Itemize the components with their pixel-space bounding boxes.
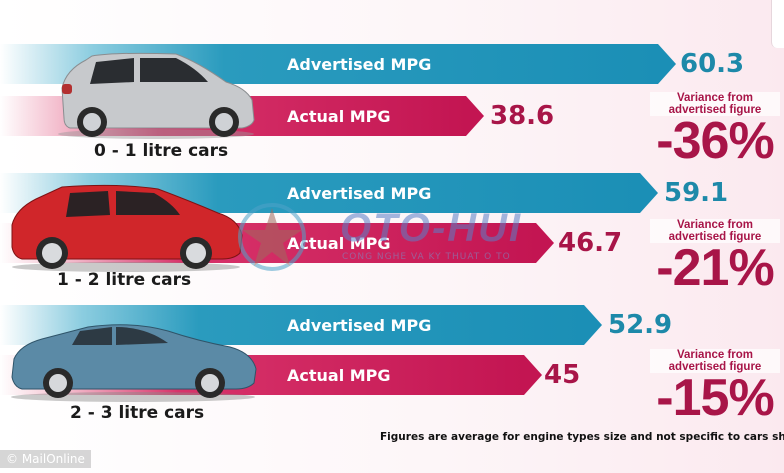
silver-hatchback-car-image — [56, 48, 256, 140]
actual-bar-tip — [536, 223, 554, 263]
car-class-caption: 2 - 3 litre cars — [70, 403, 205, 423]
variance-callout: Variance from advertised figure -21% — [650, 219, 780, 297]
variance-value: -36% — [656, 112, 774, 170]
actual-value: 45 — [544, 360, 581, 390]
group-0-1-litre: Advertised MPG 60.3 Actual MPG 38.6 0 - … — [0, 44, 784, 170]
group-2-3-litre: Advertised MPG 52.9 Actual MPG 45 2 - 3 … — [0, 305, 784, 435]
variance-value: -21% — [656, 239, 774, 297]
variance-label: Variance from — [650, 349, 780, 361]
car-class-caption: 1 - 2 litre cars — [57, 270, 192, 290]
advertised-label: Advertised MPG — [287, 54, 432, 74]
variance-value: -15% — [656, 369, 774, 427]
variance-label: advertised figure — [650, 104, 780, 116]
variance-callout: Variance from advertised figure -15% — [650, 349, 780, 427]
variance-label: advertised figure — [650, 231, 780, 243]
blue-coupe-car-image — [8, 319, 258, 403]
credit-label: © MailOnline — [0, 450, 91, 468]
group-1-2-litre: Advertised MPG 59.1 Actual MPG 46.7 1 - … — [0, 173, 784, 297]
actual-label: Actual MPG — [287, 233, 391, 253]
car-class-caption: 0 - 1 litre cars — [94, 141, 229, 161]
actual-bar-tip — [466, 96, 484, 136]
advertised-label: Advertised MPG — [287, 183, 432, 203]
variance-label: Variance from — [650, 219, 780, 231]
variance-label: advertised figure — [650, 361, 780, 373]
advertised-bar-tip — [584, 305, 602, 345]
advertised-label: Advertised MPG — [287, 315, 432, 335]
footnote: Figures are average for engine types siz… — [380, 431, 784, 443]
actual-value: 46.7 — [558, 228, 623, 258]
actual-label: Actual MPG — [287, 365, 391, 385]
variance-label: Variance from — [650, 92, 780, 104]
red-hatchback-car-image — [8, 181, 244, 273]
actual-bar-tip — [524, 355, 542, 395]
advertised-bar-tip — [640, 173, 658, 213]
advertised-value: 59.1 — [664, 178, 729, 208]
corner-panel — [771, 0, 784, 48]
actual-value: 38.6 — [490, 101, 555, 131]
advertised-bar-tip — [658, 44, 676, 84]
advertised-value: 52.9 — [608, 310, 673, 340]
variance-callout: Variance from advertised figure -36% — [650, 92, 780, 170]
advertised-value: 60.3 — [680, 49, 745, 79]
actual-label: Actual MPG — [287, 106, 391, 126]
